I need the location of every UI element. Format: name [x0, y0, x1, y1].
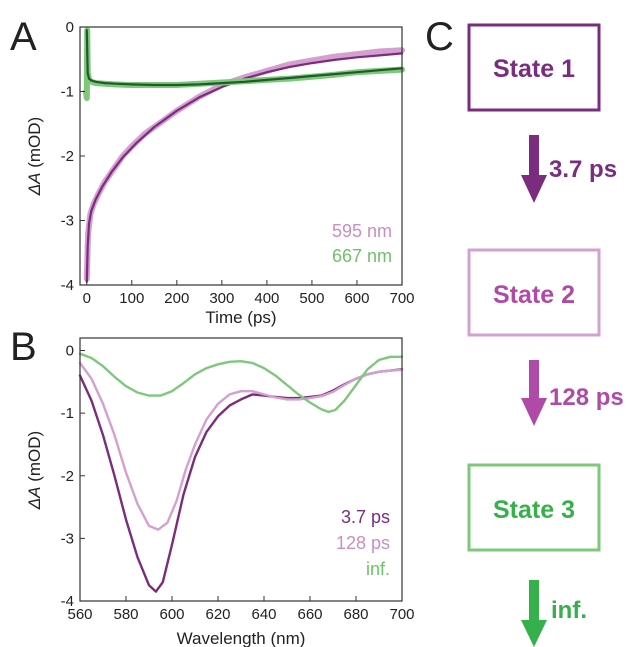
panel-b-xlabel: Wavelength (nm) — [177, 629, 306, 647]
panel-a-legend-667: 667 nm — [332, 246, 392, 266]
panel-a-xtick-label-5: 500 — [299, 290, 324, 307]
state-2-label: State 2 — [493, 281, 575, 309]
panel-a-ytick-label-4: -4 — [61, 277, 74, 294]
panel-a-xtick-label-3: 300 — [209, 290, 234, 307]
state-2-box — [467, 248, 601, 337]
panel-b-ytick-label-2: -2 — [61, 468, 74, 485]
panel-label-b: B — [10, 325, 37, 369]
arrow-2-label: 128 ps — [549, 384, 624, 411]
panel-a-ytick-label-3: -3 — [61, 213, 74, 230]
panel-a-ylabel-unit: (mOD) — [25, 117, 44, 173]
panel-a-ytick-label-1: -1 — [61, 84, 74, 101]
panel-b-xtick-label-2: 600 — [159, 606, 184, 623]
panel-a-xtick-label-6: 600 — [344, 290, 369, 307]
arrow-3 — [521, 580, 547, 647]
panel-b-ytick-label-0: 0 — [66, 343, 74, 360]
panel-b-series-1 — [78, 361, 404, 531]
state-3-label: State 3 — [493, 496, 575, 524]
panel-a-legend-595: 595 nm — [332, 221, 392, 241]
panel-a-xtick-label-1: 100 — [119, 290, 144, 307]
panel-a-xlabel: Time (ps) — [205, 308, 276, 327]
panel-a-xtick-label-4: 400 — [254, 290, 279, 307]
panel-b-ylabel-unit: (mOD) — [25, 431, 44, 487]
panel-b-xtick-label-7: 700 — [389, 606, 414, 623]
arrow-1-label: 3.7 ps — [549, 156, 617, 183]
state-1-box — [467, 23, 601, 112]
panel-b-xtick-label-6: 680 — [343, 606, 368, 623]
state-1-label: State 1 — [493, 55, 575, 83]
panel-b-xtick-label-0: 560 — [67, 606, 92, 623]
panel-b-xtick-label-1: 580 — [113, 606, 138, 623]
panel-b-chart: 560 580 600 620 640 660 680 700 0 -1 -2 -3 -4 Wavele… — [25, 337, 415, 647]
panel-a-ytick-label-2: -2 — [61, 148, 74, 165]
panel-a-ylabel-symbol: ΔA — [25, 172, 44, 196]
panel-label-a: A — [10, 15, 37, 59]
panel-b-legend-inf: inf. — [366, 559, 390, 579]
kinetic-scheme: State 1 3.7 ps State 2 128 ps State 3 in… — [467, 23, 624, 647]
arrow-3-label: inf. — [551, 597, 587, 624]
panel-b-ylabel: ΔA (mOD) — [25, 431, 44, 510]
panel-a-xtick-label-2: 200 — [164, 290, 189, 307]
panel-b-legend-128ps: 128 ps — [336, 533, 390, 553]
panel-b-frame — [79, 337, 403, 602]
panel-b-xtick-label-3: 620 — [205, 606, 230, 623]
panel-b-ytick-label-1: -1 — [61, 405, 74, 422]
panel-a-series-3 — [85, 29, 404, 87]
panel-b-ylabel-symbol: ΔA — [25, 486, 44, 510]
arrow-2 — [521, 360, 547, 426]
panel-a-ylabel: ΔA (mOD) — [25, 117, 44, 196]
panel-b-xtick-label-5: 660 — [297, 606, 322, 623]
panel-b-ytick-label-3: -3 — [61, 530, 74, 547]
panel-a-ytick-label-0: 0 — [66, 19, 74, 36]
panel-b-ytick-label-4: -4 — [61, 593, 74, 610]
panel-b-xtick-label-4: 640 — [251, 606, 276, 623]
panel-a-chart: 0 100 200 300 400 500 600 700 0 -1 -2 -3 -4 Time (ps… — [25, 19, 415, 327]
arrow-1 — [521, 135, 547, 203]
panel-label-c: C — [425, 15, 454, 59]
panel-b-series-2 — [78, 352, 404, 414]
panel-a-series-2 — [82, 27, 405, 101]
state-3-box — [467, 463, 601, 552]
panel-a-series-1 — [85, 52, 404, 283]
panel-a-xtick-label-0: 0 — [83, 290, 91, 307]
panel-b-legend-3-7ps: 3.7 ps — [341, 507, 390, 527]
panel-a-xtick-label-7: 700 — [389, 290, 414, 307]
